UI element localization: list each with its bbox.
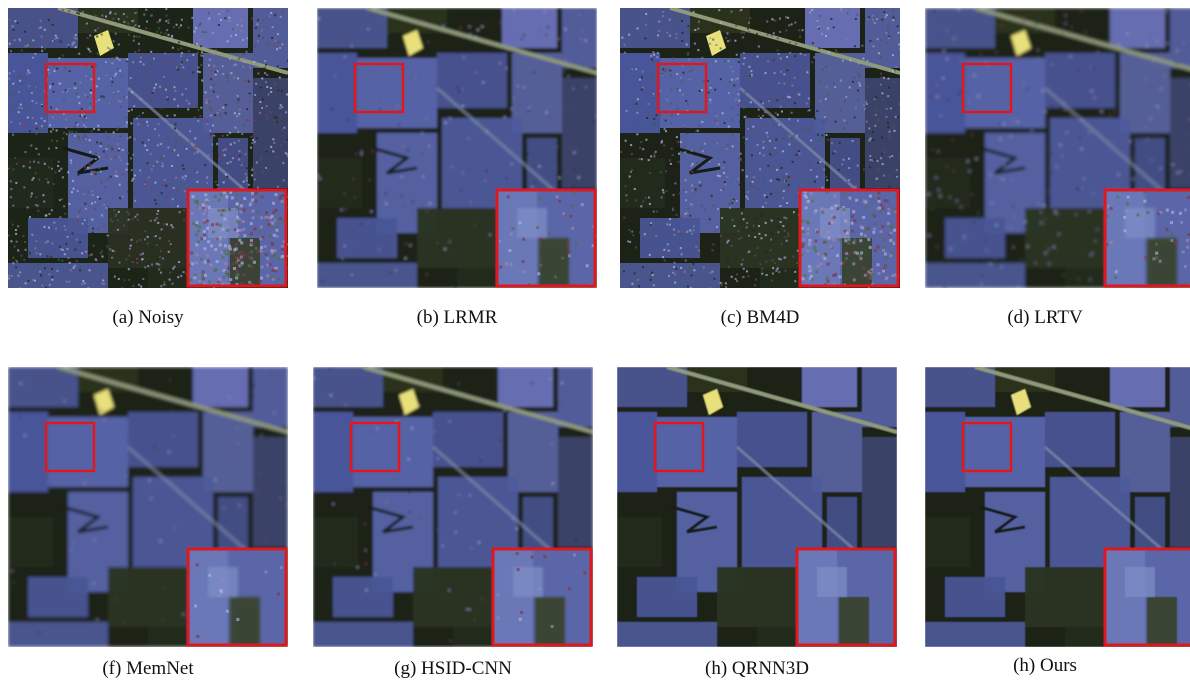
caption-h: (h) QRNN3D (705, 658, 809, 679)
zoom-inset (495, 188, 597, 288)
panel-a-image (8, 8, 288, 288)
zoom-inset (186, 547, 288, 647)
caption-d: (d) LRTV (1007, 307, 1083, 328)
scene (313, 367, 593, 647)
roi-box (961, 62, 1013, 114)
panel-f-image (8, 367, 288, 647)
zoom-inset (491, 547, 593, 647)
zoom-inset (795, 547, 897, 647)
roi-box (961, 421, 1013, 473)
zoom-inset (186, 188, 288, 288)
caption-f: (f) MemNet (102, 658, 194, 679)
panel-g-image (313, 367, 593, 647)
caption-ours: (h) Ours (1013, 655, 1077, 676)
caption-a: (a) Noisy (112, 307, 184, 328)
roi-box (349, 421, 401, 473)
panel-b-image (317, 8, 597, 288)
panel-ours-image (925, 367, 1190, 647)
caption-b: (b) LRMR (416, 307, 498, 328)
roi-box (656, 62, 708, 114)
roi-box (353, 62, 405, 114)
zoom-inset (798, 188, 900, 288)
roi-box (653, 421, 705, 473)
panel-c-image (620, 8, 900, 288)
scene (925, 367, 1190, 647)
roi-box (44, 62, 96, 114)
caption-g: (g) HSID-CNN (394, 658, 512, 679)
panel-h-image (617, 367, 897, 647)
zoom-inset (1103, 547, 1190, 647)
roi-box (44, 421, 96, 473)
panel-d-image (925, 8, 1190, 288)
zoom-inset (1103, 188, 1190, 288)
caption-c: (c) BM4D (720, 307, 800, 328)
